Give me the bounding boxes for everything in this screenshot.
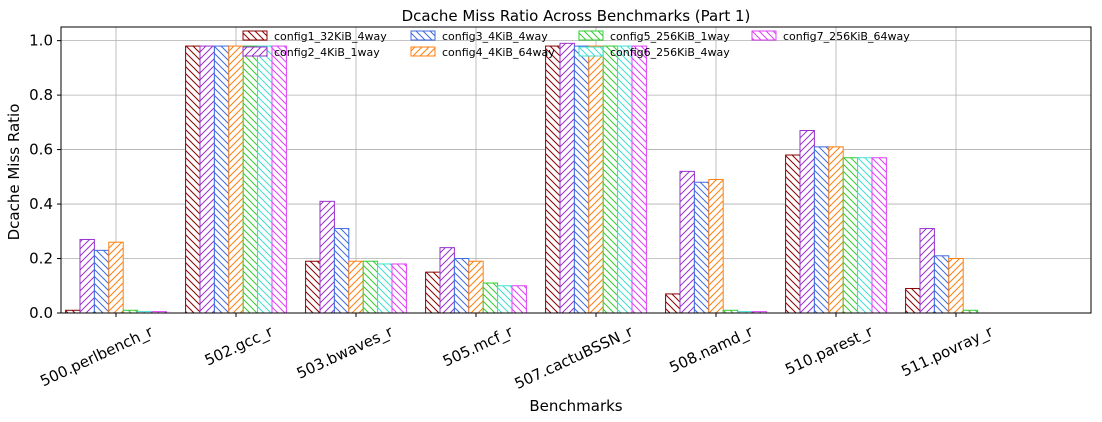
- bar-config3-4kib-4way-505-mcf-r: [453, 258, 470, 314]
- bar-config4-4kib-64way-502-gcc-r: [228, 45, 244, 314]
- bar-config1-32kib-4way-505-mcf-r: [425, 271, 441, 314]
- legend-swatch-config6-256kib-4way: [578, 46, 604, 57]
- bar-config1-32kib-4way-510-parest-r: [785, 154, 801, 314]
- bar-config7-256kib-64way-502-gcc-r: [271, 45, 287, 314]
- bar-config2-4kib-1way-503-bwaves-r: [319, 200, 335, 314]
- bar-config3-4kib-4way-508-namd-r: [693, 181, 710, 314]
- bar-config7-256kib-64way-503-bwaves-r: [391, 263, 407, 314]
- bar-config4-4kib-64way-503-bwaves-r: [348, 260, 364, 314]
- y-tick-label: 0.8: [29, 86, 53, 104]
- legend-swatch-config7-256kib-64way: [751, 30, 777, 41]
- bar-config6-256kib-4way-507-cactubssn-r: [617, 45, 633, 314]
- bar-config1-32kib-4way-511-povray-r: [905, 287, 921, 314]
- bar-config4-4kib-64way-510-parest-r: [828, 146, 844, 314]
- bar-config2-4kib-1way-502-gcc-r: [199, 45, 215, 314]
- legend: config1_32KiB_4way config2_4KiB_1way confi…: [242, 30, 910, 59]
- legend-label-config6-256kib-4way: config6_256KiB_4way: [610, 46, 730, 59]
- y-tick-label: 1.0: [29, 32, 53, 50]
- bar-config6-256kib-4way-505-mcf-r: [497, 285, 513, 314]
- y-tick-label: 0.0: [29, 304, 53, 322]
- bar-config5-256kib-1way-502-gcc-r: [242, 45, 259, 314]
- legend-label-config7-256kib-64way: config7_256KiB_64way: [783, 30, 910, 43]
- chart-title: Dcache Miss Ratio Across Benchmarks (Par…: [402, 7, 751, 25]
- legend-swatch-config1-32kib-4way: [242, 30, 268, 41]
- bar-config3-4kib-4way-507-cactubssn-r: [573, 45, 590, 314]
- legend-swatch-config4-4kib-64way: [410, 46, 436, 57]
- bar-config6-256kib-4way-510-parest-r: [857, 157, 873, 314]
- bar-config2-4kib-1way-511-povray-r: [919, 228, 935, 314]
- bar-config1-32kib-4way-502-gcc-r: [185, 45, 201, 314]
- y-tick-label: 0.4: [29, 195, 53, 213]
- bar-config4-4kib-64way-508-namd-r: [708, 179, 724, 314]
- bar-config3-4kib-4way-502-gcc-r: [213, 45, 230, 314]
- legend-label-config3-4kib-4way: config3_4KiB_4way: [442, 30, 548, 43]
- y-tick-label: 0.2: [29, 250, 53, 268]
- legend-swatch-config5-256kib-1way: [578, 30, 604, 41]
- bar-config4-4kib-64way-505-mcf-r: [468, 260, 484, 314]
- legend-label-config5-256kib-1way: config5_256KiB_1way: [610, 30, 730, 43]
- legend-label-config2-4kib-1way: config2_4KiB_1way: [274, 46, 380, 59]
- bar-config1-32kib-4way-507-cactubssn-r: [545, 45, 561, 314]
- bar-config2-4kib-1way-507-cactubssn-r: [559, 42, 575, 314]
- bar-config5-256kib-1way-503-bwaves-r: [362, 260, 379, 314]
- bar-config3-4kib-4way-510-parest-r: [813, 146, 830, 314]
- legend-swatch-config2-4kib-1way: [242, 46, 268, 57]
- y-axis-label: Dcache Miss Ratio: [5, 104, 23, 241]
- bar-config3-4kib-4way-503-bwaves-r: [333, 228, 350, 314]
- bar-config7-256kib-64way-505-mcf-r: [511, 285, 527, 314]
- y-tick-label: 0.6: [29, 141, 53, 159]
- legend-label-config4-4kib-64way: config4_4KiB_64way: [442, 46, 555, 59]
- bar-config7-256kib-64way-510-parest-r: [871, 157, 887, 314]
- bar-config1-32kib-4way-508-namd-r: [665, 293, 681, 314]
- bar-config2-4kib-1way-510-parest-r: [799, 130, 815, 314]
- bar-config7-256kib-64way-507-cactubssn-r: [631, 45, 647, 314]
- legend-swatch-config3-4kib-4way: [410, 30, 436, 41]
- plot-frame: [60, 26, 1092, 314]
- bar-config5-256kib-1way-505-mcf-r: [482, 282, 499, 314]
- bars: [65, 42, 979, 314]
- bar-config3-4kib-4way-511-povray-r: [933, 255, 950, 314]
- bar-config1-32kib-4way-503-bwaves-r: [305, 260, 321, 314]
- bar-config4-4kib-64way-511-povray-r: [948, 258, 964, 314]
- bar-config6-256kib-4way-502-gcc-r: [257, 45, 273, 314]
- bar-config4-4kib-64way-507-cactubssn-r: [588, 45, 604, 314]
- bar-config5-256kib-1way-510-parest-r: [842, 157, 859, 314]
- bar-config3-4kib-4way-500-perlbench-r: [93, 249, 110, 314]
- bar-config2-4kib-1way-508-namd-r: [679, 170, 695, 314]
- bar-config2-4kib-1way-505-mcf-r: [439, 247, 455, 314]
- x-axis-label: Benchmarks: [529, 397, 622, 415]
- bar-config4-4kib-64way-500-perlbench-r: [108, 241, 124, 314]
- bar-config2-4kib-1way-500-perlbench-r: [79, 238, 95, 314]
- legend-label-config1-32kib-4way: config1_32KiB_4way: [274, 30, 387, 43]
- bar-config6-256kib-4way-503-bwaves-r: [377, 263, 393, 314]
- bar-config5-256kib-1way-507-cactubssn-r: [602, 45, 619, 314]
